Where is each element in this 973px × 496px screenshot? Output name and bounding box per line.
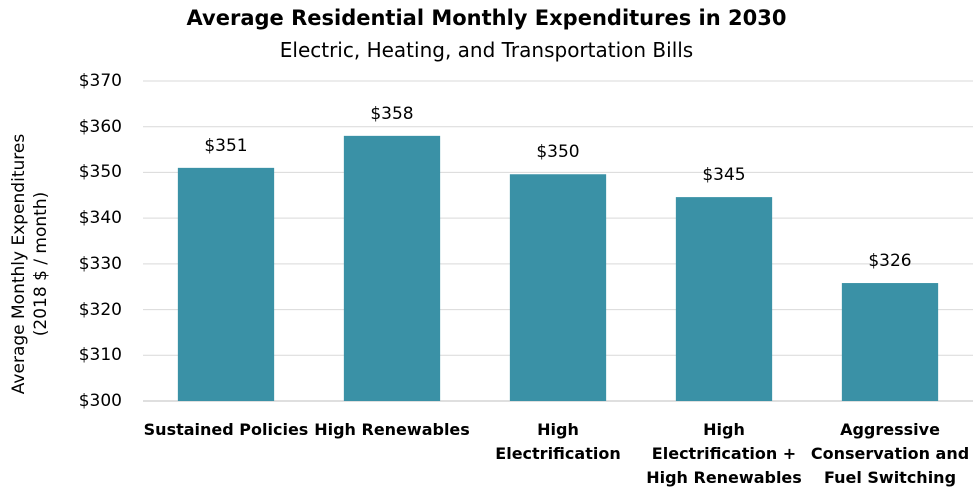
bar — [509, 174, 607, 401]
chart-subtitle: Electric, Heating, and Transportation Bi… — [279, 38, 694, 62]
value-label: $345 — [702, 165, 746, 186]
y-tick-label: $340 — [78, 208, 122, 229]
bar — [841, 283, 939, 401]
x-tick-label: High Electrification — [495, 420, 621, 463]
y-tick-label: $360 — [78, 116, 122, 137]
y-tick-label: $370 — [78, 71, 122, 91]
y-tick-label: $310 — [78, 345, 122, 366]
bar — [343, 135, 441, 401]
x-tick-label: Sustained Policies — [143, 420, 309, 439]
x-tick-label: High Renewables — [314, 420, 470, 439]
x-tick-label: Aggressive Conservation and Fuel Switchi… — [810, 420, 970, 487]
bar — [675, 197, 773, 401]
value-label: $350 — [536, 142, 580, 163]
chart-title: Average Residential Monthly Expenditures… — [186, 6, 787, 30]
value-label: $351 — [204, 135, 248, 156]
y-tick-label: $330 — [78, 253, 122, 274]
y-axis-label: Average Monthly Expenditures (2018 $ / m… — [9, 133, 51, 395]
x-tick-label: High Electrification + High Renewables — [646, 420, 802, 487]
y-tick-label: $300 — [78, 391, 122, 411]
value-label: $326 — [868, 251, 912, 272]
y-tick-label: $320 — [78, 299, 122, 320]
value-label: $358 — [370, 103, 414, 124]
bar — [177, 167, 275, 401]
y-tick-label: $350 — [78, 162, 122, 183]
